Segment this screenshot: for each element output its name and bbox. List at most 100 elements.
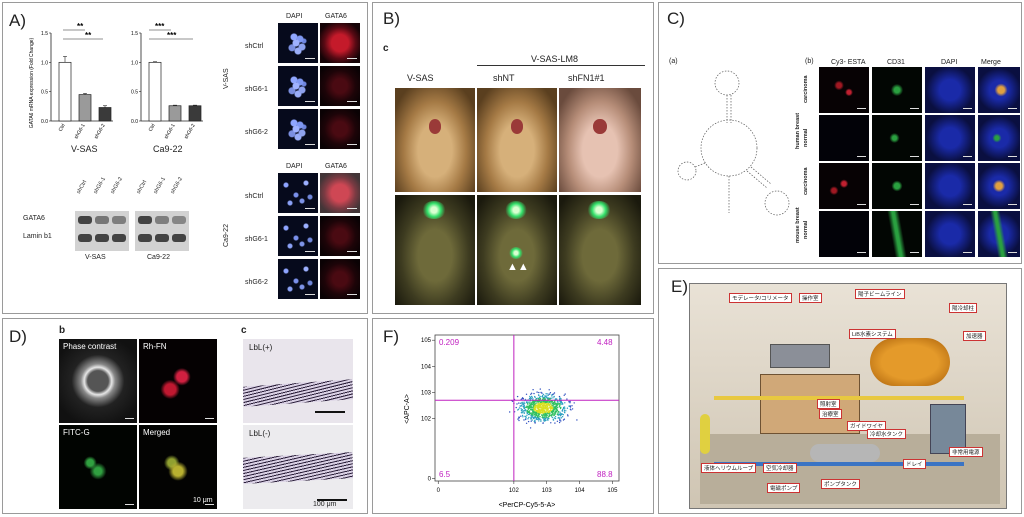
scatter-point: [538, 411, 541, 413]
scatter-point: [529, 396, 532, 399]
panel-b-group-title: V-SAS-LM8: [531, 54, 579, 64]
scatter-point: [532, 411, 534, 413]
c-cy3-3: [819, 163, 869, 209]
y-tick-label: 1.5: [41, 31, 48, 37]
callout-10: 冷却水タンク: [867, 429, 907, 439]
scatter-point: [538, 391, 540, 394]
micro-row-3: shG6-2: [245, 129, 268, 136]
scatter-point: [525, 416, 527, 418]
panel-e: E) モデレータ/コリメータ 操作室 陽子ビームライン 陽冷却柱 加速器 LiB…: [658, 268, 1022, 514]
scatter-point: [539, 406, 541, 409]
western-blot: shCtrl shG6-1 shG6-2 shCtrl shG6-1 shG6-…: [23, 176, 203, 263]
scatter-point: [559, 402, 562, 404]
scatter-point: [553, 392, 556, 394]
y-tick-label: 1.0: [41, 60, 48, 66]
scatter-point: [520, 415, 522, 417]
scatter-point: [559, 418, 561, 421]
quadrant-lr: 88.8: [597, 470, 613, 479]
scatter-point: [559, 406, 562, 409]
scatter-point: [536, 401, 538, 403]
scatter-point: [535, 416, 537, 419]
micro-header-gata6: GATA6: [325, 13, 347, 20]
scatter-point: [552, 413, 554, 415]
scatter-point: [550, 400, 553, 403]
c-cy3-1: [819, 67, 869, 113]
scatter-point: [566, 407, 569, 409]
scatter-point: [543, 411, 545, 414]
scatter-point: [524, 409, 526, 411]
scatter-point: [534, 412, 536, 415]
scatter-point: [539, 404, 541, 406]
scatter-point: [526, 409, 528, 412]
x-tick-label: 0: [437, 488, 441, 494]
scatter-point: [545, 414, 547, 416]
scatter-point: [533, 405, 536, 407]
scatter-point: [549, 414, 551, 416]
d-lbl-minus-label: LbL(-): [249, 429, 271, 438]
panel-d-sublabel-b: b: [59, 325, 66, 336]
panel-b-col-1: V-SAS: [407, 73, 434, 83]
y-axis-label: GATA6 mRNA expression (Fold Change): [29, 37, 35, 128]
scatter-point: [547, 405, 549, 407]
scatter-point: [528, 413, 530, 416]
blot-lane-5: shG6-1: [152, 176, 168, 195]
scatter-point: [525, 417, 527, 420]
scatter-point: [548, 398, 551, 400]
scatter-point: [560, 420, 562, 422]
flow-cytometry-plot: 0 102 103 104 105 0 102 103 104 105 0.209 4.48 6…: [404, 334, 620, 509]
scatter-point: [563, 418, 566, 420]
scatter-point: [549, 392, 552, 394]
scatter-point: [542, 404, 544, 406]
d-scale-label: 10 μm: [193, 497, 213, 504]
flow-x-label: <PerCP-Cy5-5-A>: [499, 502, 556, 509]
scatter-point: [539, 401, 542, 404]
panel-f-label: F): [383, 327, 400, 346]
micro-dapi-vsas-3: [278, 109, 318, 149]
scatter-point: [547, 410, 549, 413]
sig-mark-1: **: [77, 22, 84, 31]
scatter-point: [553, 395, 555, 398]
scatter-point: [540, 409, 542, 411]
scatter-point: [556, 404, 559, 406]
facility-illustration: [689, 283, 1007, 509]
callout-4: 陽冷却柱: [949, 303, 978, 313]
callout-6: LiB水素システム: [849, 329, 896, 339]
scatter-point: [539, 410, 542, 412]
scatter-point: [537, 412, 539, 415]
c-cd31-4: [872, 211, 922, 257]
scatter-point: [532, 404, 534, 406]
scatter-point: [520, 408, 522, 410]
d-lbl-minus-image: LbL(-) 100 μm: [243, 425, 353, 509]
scatter-point: [551, 395, 553, 397]
scatter-point: [543, 416, 546, 418]
c-dapi-4: [925, 211, 975, 257]
scatter-point: [533, 420, 535, 423]
scatter-point: [527, 420, 530, 423]
scatter-point: [530, 398, 532, 400]
c-cy3-2: [819, 115, 869, 161]
callout-3: 陽子ビームライン: [855, 289, 905, 299]
scatter-point: [528, 405, 530, 407]
y-tick-label: 104: [421, 364, 432, 370]
scatter-point: [554, 410, 556, 412]
scatter-point: [521, 414, 524, 417]
scatter-point: [549, 409, 552, 411]
scatter-point: [534, 415, 536, 417]
scatter-point: [544, 396, 546, 399]
scatter-point: [520, 412, 523, 414]
micro-header-dapi-2: DAPI: [286, 163, 303, 170]
y-tick-label: 0.5: [41, 90, 48, 96]
callout-11: 液体ヘリウムループ: [701, 463, 757, 473]
scatter-point: [521, 402, 523, 405]
x-tick-label: 103: [542, 488, 553, 494]
scatter-point: [556, 403, 558, 405]
scatter-point: [530, 409, 532, 411]
scatter-point: [569, 406, 572, 408]
scatter-point: [570, 409, 572, 411]
scatter-point: [564, 408, 566, 410]
scatter-point: [556, 420, 559, 422]
panel-c-header-1: Cy3- ESTA: [831, 59, 866, 66]
panel-f: F) 0 102 103 104 105 0 102 103 104 105 0.209 4.4…: [372, 318, 654, 514]
scatter-point: [529, 404, 531, 406]
scatter-point: [522, 405, 524, 408]
